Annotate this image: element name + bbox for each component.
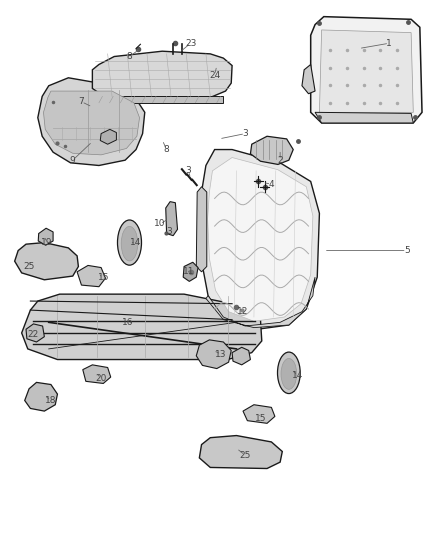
Polygon shape (166, 201, 177, 236)
Text: 22: 22 (28, 330, 39, 339)
Polygon shape (196, 340, 231, 368)
Text: 3: 3 (166, 228, 172, 237)
Text: 10: 10 (154, 220, 166, 229)
Ellipse shape (117, 220, 141, 265)
Text: 25: 25 (23, 262, 35, 271)
Polygon shape (206, 277, 315, 328)
Text: 12: 12 (237, 307, 249, 316)
Text: 24: 24 (209, 70, 220, 79)
Text: 3: 3 (186, 166, 191, 175)
Text: 14: 14 (292, 371, 303, 380)
Polygon shape (38, 228, 53, 245)
Text: 11: 11 (183, 268, 194, 276)
Polygon shape (183, 262, 198, 281)
Polygon shape (315, 112, 413, 123)
Polygon shape (251, 136, 293, 165)
Polygon shape (311, 17, 422, 123)
Text: 3: 3 (242, 129, 248, 138)
Polygon shape (199, 435, 283, 469)
Text: 20: 20 (95, 374, 107, 383)
Text: 15: 15 (98, 273, 109, 281)
Polygon shape (92, 51, 232, 98)
Text: 15: 15 (255, 414, 266, 423)
Text: 18: 18 (45, 396, 57, 405)
Text: 8: 8 (164, 145, 170, 154)
Polygon shape (100, 130, 117, 144)
Polygon shape (83, 365, 111, 383)
Polygon shape (92, 96, 223, 103)
Polygon shape (232, 348, 251, 365)
Text: 9: 9 (70, 156, 76, 165)
Polygon shape (77, 265, 106, 287)
Text: 23: 23 (185, 39, 196, 48)
Polygon shape (196, 187, 207, 272)
Text: 25: 25 (240, 451, 251, 460)
Text: 5: 5 (404, 246, 410, 255)
Polygon shape (25, 382, 57, 411)
Text: 13: 13 (215, 350, 227, 359)
Ellipse shape (278, 352, 300, 393)
Ellipse shape (121, 227, 138, 261)
Text: 7: 7 (78, 97, 85, 106)
Polygon shape (243, 405, 275, 423)
Polygon shape (14, 243, 78, 280)
Polygon shape (208, 158, 313, 321)
Polygon shape (199, 150, 319, 330)
Polygon shape (302, 64, 315, 94)
Text: 8: 8 (127, 52, 132, 61)
Text: 14: 14 (131, 238, 142, 247)
Polygon shape (319, 30, 413, 112)
Polygon shape (43, 91, 140, 155)
Polygon shape (26, 324, 44, 342)
Ellipse shape (281, 359, 297, 389)
Polygon shape (38, 78, 145, 165)
Text: 4: 4 (268, 180, 274, 189)
Text: 16: 16 (122, 318, 133, 327)
Text: 19: 19 (41, 238, 52, 247)
Text: 2: 2 (277, 156, 283, 165)
Text: 1: 1 (386, 39, 392, 48)
Polygon shape (21, 294, 262, 360)
